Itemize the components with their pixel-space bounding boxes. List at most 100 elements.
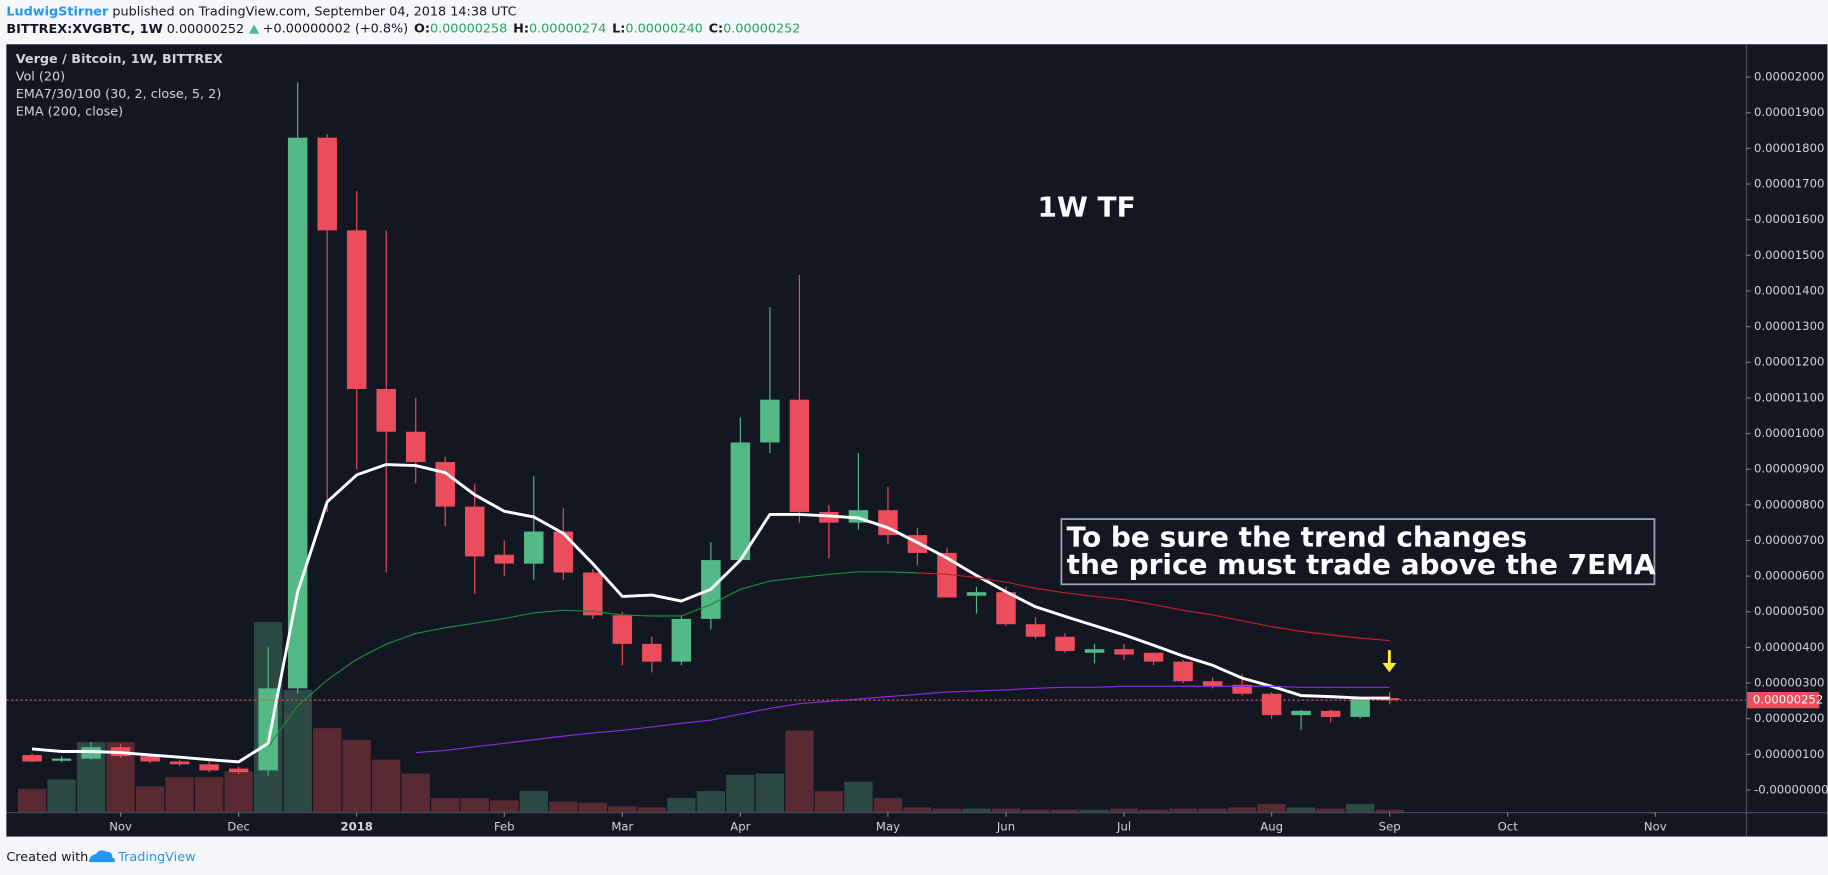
volume-bar bbox=[519, 791, 548, 813]
volume-bar bbox=[1227, 807, 1257, 813]
y-tick-label: 0.00001400 bbox=[1754, 283, 1824, 297]
x-tick-label: Sep bbox=[1379, 820, 1401, 834]
volume-bar bbox=[814, 791, 844, 813]
candle-body bbox=[1291, 710, 1311, 716]
candle-body bbox=[1143, 652, 1164, 662]
x-tick-label: Nov bbox=[1644, 820, 1667, 834]
candle-body bbox=[583, 572, 603, 616]
indicator-layer bbox=[6, 463, 1746, 764]
volume-bar bbox=[1139, 809, 1168, 813]
candle-body bbox=[524, 531, 544, 564]
candle-body bbox=[199, 764, 219, 771]
ohlc-value: 0.00000240 bbox=[625, 22, 702, 37]
volume-bar bbox=[667, 798, 696, 813]
candle-body bbox=[346, 230, 367, 389]
y-tick-label: 0.00001800 bbox=[1754, 141, 1824, 155]
volume-bar bbox=[372, 759, 401, 813]
volume-bar bbox=[1109, 808, 1139, 813]
y-tick-label: 0.00000100 bbox=[1754, 747, 1824, 761]
candle-body bbox=[1114, 649, 1134, 655]
candle-body bbox=[51, 758, 72, 761]
x-tick-label: Jun bbox=[996, 820, 1015, 834]
ohlc-label: L: bbox=[612, 22, 625, 37]
volume-bar bbox=[283, 689, 312, 813]
footer-brand[interactable]: TradingView bbox=[117, 850, 195, 865]
volume-bar bbox=[844, 781, 873, 813]
candle-body bbox=[228, 768, 249, 773]
volume-bar bbox=[726, 774, 755, 813]
candle-body bbox=[1084, 649, 1105, 653]
candle-body bbox=[671, 618, 692, 662]
brand-logo bbox=[89, 850, 116, 863]
volume-bar bbox=[1257, 803, 1286, 813]
ohlc-label: H: bbox=[513, 22, 529, 37]
candle-body bbox=[405, 431, 426, 463]
arrow bbox=[1382, 650, 1397, 673]
y-tick-label: 0.00002000 bbox=[1754, 70, 1824, 84]
ema-line bbox=[415, 685, 1390, 754]
volume-bar bbox=[194, 777, 224, 813]
last-price-tag bbox=[1747, 692, 1820, 709]
y-tick-label: 0.00000600 bbox=[1754, 569, 1824, 583]
volume-bar bbox=[932, 808, 962, 813]
price: 0.00000252 bbox=[167, 22, 244, 37]
ohlc-value: 0.00000274 bbox=[529, 22, 606, 37]
candle-body bbox=[140, 756, 160, 762]
ema-line bbox=[31, 463, 1390, 764]
volume-bar bbox=[873, 798, 903, 813]
candle-body bbox=[937, 552, 957, 598]
candle-body bbox=[1232, 684, 1252, 694]
legend-item: Vol (20) bbox=[16, 69, 65, 84]
legend-symbol: Verge / Bitcoin, 1W, BITTREX bbox=[16, 52, 223, 67]
candle-body bbox=[966, 592, 987, 596]
x-tick-label: Oct bbox=[1498, 820, 1519, 834]
candle-body bbox=[1350, 698, 1370, 717]
candle-body bbox=[612, 615, 633, 644]
volume-bar bbox=[313, 728, 342, 813]
candle-body bbox=[730, 442, 751, 561]
author[interactable]: LudwigStirner bbox=[6, 4, 109, 19]
annotation: the price must trade above the 7EMA bbox=[1067, 548, 1656, 581]
legend-item: EMA7/30/100 (30, 2, close, 5, 2) bbox=[16, 87, 222, 102]
volume-bar bbox=[1080, 809, 1109, 813]
candle-body bbox=[465, 506, 485, 557]
volume-bar bbox=[549, 801, 578, 813]
y-tick-label: 0.00001200 bbox=[1754, 355, 1824, 369]
change: +0.00000002 (+0.8%) bbox=[263, 22, 408, 37]
ohlc-label: O: bbox=[414, 22, 430, 37]
y-tick-label: 0.00000400 bbox=[1754, 640, 1824, 654]
volume-bar bbox=[1198, 808, 1227, 813]
x-tick-label: Dec bbox=[227, 820, 250, 834]
volume-bar bbox=[696, 791, 726, 813]
volume-bar bbox=[165, 777, 194, 813]
y-tick-label: 0.00001900 bbox=[1754, 105, 1824, 119]
x-tick-label: Mar bbox=[611, 820, 633, 834]
volume-bar bbox=[578, 802, 607, 813]
candle-body bbox=[1261, 693, 1282, 716]
volume-bar bbox=[460, 798, 489, 813]
volume-bar bbox=[401, 773, 430, 813]
volume-bar bbox=[342, 739, 371, 813]
volume-bar bbox=[637, 807, 666, 813]
volume-bar bbox=[47, 779, 76, 813]
ohlc-label: C: bbox=[709, 22, 724, 37]
ohlc-value: 0.00000252 bbox=[723, 22, 800, 37]
candle-body bbox=[789, 399, 810, 512]
volume-bar bbox=[17, 788, 47, 813]
volume-bar bbox=[431, 798, 460, 813]
ohlc-value: 0.00000258 bbox=[430, 22, 507, 37]
candle-body bbox=[494, 554, 515, 564]
candle-body bbox=[258, 688, 278, 771]
candle-body bbox=[22, 755, 42, 762]
candle-body bbox=[1173, 661, 1193, 682]
candle-body bbox=[760, 399, 780, 443]
x-tick-label: Jul bbox=[1116, 820, 1131, 834]
candle-body bbox=[1025, 624, 1046, 637]
y-tick-label: 0.00001000 bbox=[1754, 426, 1824, 440]
footer-created: Created with bbox=[6, 850, 88, 865]
x-tick-label: Aug bbox=[1260, 820, 1283, 834]
y-tick-label: 0.00001600 bbox=[1754, 212, 1824, 226]
x-tick-label: Nov bbox=[109, 820, 132, 834]
